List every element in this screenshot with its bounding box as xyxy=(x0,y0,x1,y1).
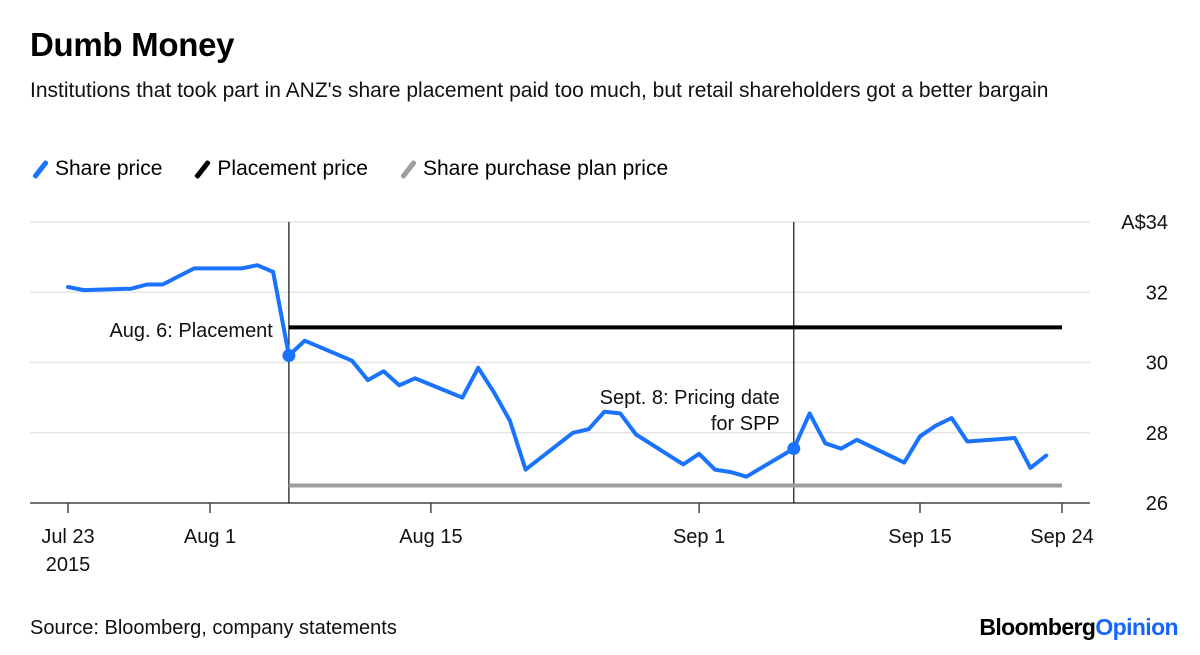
chart-subtitle: Institutions that took part in ANZ's sha… xyxy=(30,79,1049,102)
legend-item-placement-price: Placement price xyxy=(192,157,368,181)
annotation-label: Sept. 8: Pricing date xyxy=(600,387,780,409)
x-tick-label: Sep 15 xyxy=(888,526,951,548)
y-tick-label: 30 xyxy=(1146,353,1168,375)
share-price-line xyxy=(66,263,1049,479)
x-tick-label: Sep 24 xyxy=(1030,526,1093,548)
y-tick-label: 26 xyxy=(1146,493,1168,515)
legend-label-spp-price: Share purchase plan price xyxy=(422,157,669,180)
x-tick-sublabel: 2015 xyxy=(46,554,91,576)
chart-title: Dumb Money xyxy=(30,26,235,63)
brand-main: Bloomberg xyxy=(979,614,1096,640)
annotation-label: for SPP xyxy=(711,413,780,435)
brand-logo: BloombergOpinion xyxy=(979,614,1178,641)
annotation-marker xyxy=(787,442,801,456)
y-tick-label: 32 xyxy=(1146,282,1168,304)
y-tick-label: 28 xyxy=(1146,423,1168,445)
annotation-label: Aug. 6: Placement xyxy=(109,320,273,342)
legend: Share price Placement price Share purcha… xyxy=(30,157,698,181)
source-note: Source: Bloomberg, company statements xyxy=(30,617,397,639)
legend-item-share-price: Share price xyxy=(30,157,162,181)
annotation-marker xyxy=(282,348,296,362)
x-tick-label: Aug 15 xyxy=(399,526,462,548)
x-tick-label: Sep 1 xyxy=(673,526,725,548)
legend-item-spp-price: Share purchase plan price xyxy=(398,157,668,181)
legend-label-share-price: Share price xyxy=(55,157,163,180)
y-tick-label: A$34 xyxy=(1121,212,1168,234)
x-tick-label: Jul 23 xyxy=(41,526,94,548)
brand-accent: Opinion xyxy=(1095,614,1178,640)
x-tick-label: Aug 1 xyxy=(184,526,236,548)
legend-label-placement-price: Placement price xyxy=(217,157,368,180)
